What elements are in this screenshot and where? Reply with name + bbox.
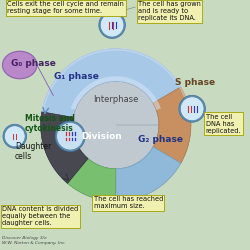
Text: The cell has reached
maximum size.: The cell has reached maximum size. xyxy=(94,196,163,209)
Circle shape xyxy=(99,12,126,38)
Circle shape xyxy=(100,13,124,37)
Circle shape xyxy=(4,126,25,147)
Text: G₀ phase: G₀ phase xyxy=(11,59,56,68)
Text: G₂ phase: G₂ phase xyxy=(138,136,183,144)
Polygon shape xyxy=(153,87,191,163)
Text: S phase: S phase xyxy=(175,78,215,87)
Text: Discover Biology 3/e
W.W. Norton & Company, Inc.: Discover Biology 3/e W.W. Norton & Compa… xyxy=(2,236,66,245)
Circle shape xyxy=(3,124,26,148)
Polygon shape xyxy=(68,158,116,201)
Circle shape xyxy=(180,97,204,121)
Circle shape xyxy=(57,122,84,150)
Circle shape xyxy=(55,121,85,152)
Text: Division: Division xyxy=(81,132,122,141)
Text: G₁ phase: G₁ phase xyxy=(54,72,99,81)
Text: Cells exit the cell cycle and remain
resting stage for some time.: Cells exit the cell cycle and remain res… xyxy=(8,1,124,14)
Polygon shape xyxy=(41,49,191,201)
Polygon shape xyxy=(71,76,161,110)
Text: The cell
DNA has
replicated.: The cell DNA has replicated. xyxy=(206,114,241,134)
Text: Mitosis and
cytokinesis: Mitosis and cytokinesis xyxy=(25,114,74,134)
Text: The cell has grown
and is ready to
replicate its DNA.: The cell has grown and is ready to repli… xyxy=(138,1,201,21)
Polygon shape xyxy=(116,147,181,201)
Polygon shape xyxy=(41,48,187,112)
Polygon shape xyxy=(42,49,181,117)
Polygon shape xyxy=(41,112,88,184)
Text: DNA content is divided
equally between the
daughter cells.: DNA content is divided equally between t… xyxy=(2,206,79,226)
Polygon shape xyxy=(73,81,159,169)
Ellipse shape xyxy=(2,51,37,79)
Text: Interphase: Interphase xyxy=(93,96,138,104)
Circle shape xyxy=(179,95,206,122)
Text: Daughter
cells: Daughter cells xyxy=(15,142,51,161)
